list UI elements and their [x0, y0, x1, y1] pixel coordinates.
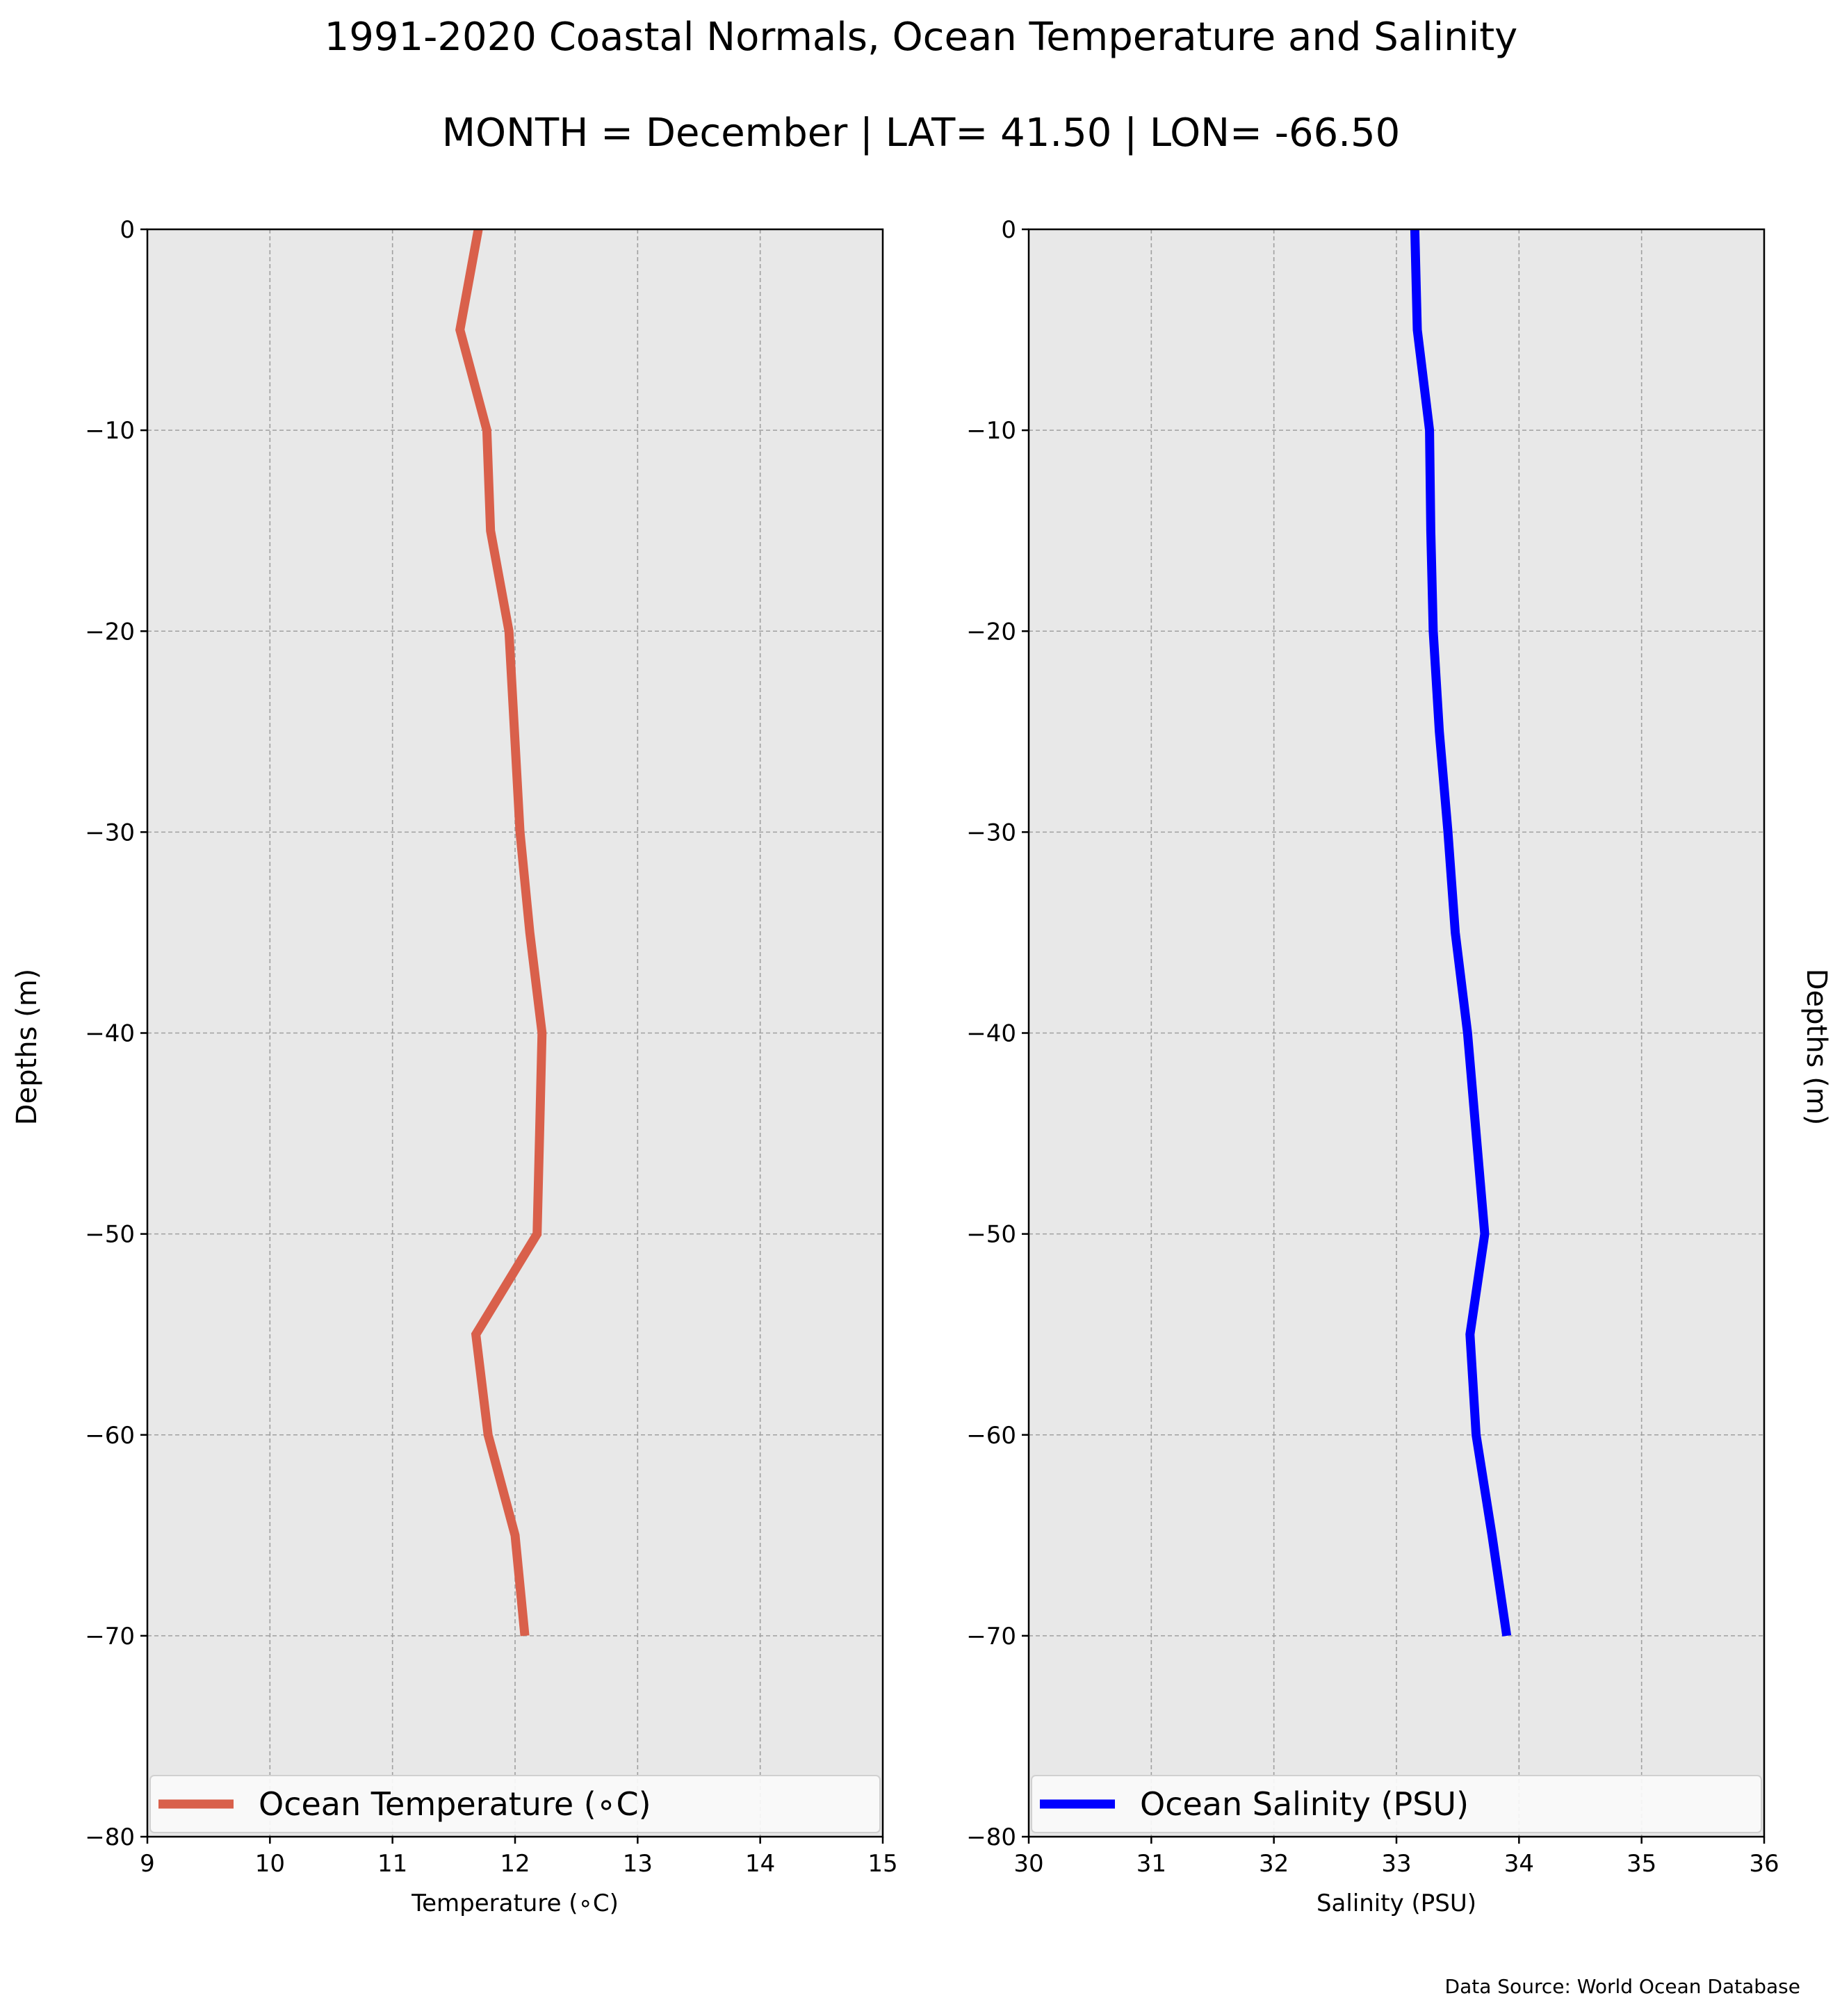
y-tick-label: −80	[85, 1824, 135, 1851]
plot-area	[147, 229, 883, 1837]
y-tick-label: −40	[85, 1020, 135, 1048]
x-tick-label: 11	[377, 1850, 407, 1878]
figure-title: 1991-2020 Coastal Normals, Ocean Tempera…	[325, 15, 1518, 60]
legend-label: Ocean Salinity (PSU)	[1140, 1785, 1469, 1823]
y-axis-label: Depths (m)	[11, 969, 43, 1126]
x-tick-label: 12	[500, 1850, 530, 1878]
y-tick-label: −20	[85, 618, 135, 646]
x-tick-label: 13	[623, 1850, 653, 1878]
legend-box	[1031, 1775, 1762, 1833]
y-tick-label: −40	[966, 1020, 1016, 1048]
y-tick-label: −70	[966, 1623, 1016, 1650]
legend: Ocean Temperature (∘C)	[149, 1775, 881, 1833]
x-axis-label: Salinity (PSU)	[1317, 1890, 1476, 1917]
y-tick-label: −60	[966, 1422, 1016, 1450]
figure-subtitle: MONTH = December | LAT= 41.50 | LON= -66…	[442, 110, 1401, 156]
temperature-panel: Ocean Temperature (∘C) 9 10 11 12 13 14 15 0 −10 −…	[11, 216, 898, 1917]
y-tick-label: −80	[966, 1824, 1016, 1851]
x-tick-label: 10	[255, 1850, 285, 1878]
y-tick-label: −10	[85, 417, 135, 445]
y-tick-label: −10	[966, 417, 1016, 445]
series-line	[1410, 229, 1512, 1637]
y-tick-label: 0	[1001, 216, 1016, 244]
x-axis-label: Temperature (∘C)	[411, 1890, 619, 1917]
y-axis-label: Depths (m)	[1800, 969, 1832, 1126]
y-tick-label: −30	[85, 819, 135, 846]
x-tick-label: 14	[745, 1850, 775, 1878]
salinity-panel: Ocean Salinity (PSU) 30 31 32 33 34 35 36 0 −10 −2…	[966, 216, 1832, 1917]
x-tick-label: 35	[1627, 1850, 1656, 1878]
legend: Ocean Salinity (PSU)	[1031, 1775, 1762, 1833]
y-tick-label: 0	[120, 216, 135, 244]
x-tick-label: 30	[1013, 1850, 1043, 1878]
x-tick-label: 15	[867, 1850, 897, 1878]
x-tick-label: 36	[1749, 1850, 1779, 1878]
x-tick-label: 33	[1381, 1850, 1411, 1878]
y-tick-label: −20	[966, 618, 1016, 646]
legend-box	[149, 1775, 881, 1833]
x-tick-label: 32	[1259, 1850, 1289, 1878]
y-tick-label: −50	[966, 1221, 1016, 1249]
plot-area	[1029, 229, 1764, 1837]
y-tick-label: −30	[966, 819, 1016, 846]
legend-label: Ocean Temperature (∘C)	[259, 1785, 651, 1823]
y-tick-label: −70	[85, 1623, 135, 1650]
data-source-note: Data Source: World Ocean Database	[1445, 1975, 1800, 1998]
y-tick-label: −60	[85, 1422, 135, 1450]
series-line	[455, 228, 547, 1637]
x-tick-label: 9	[140, 1850, 155, 1878]
x-tick-label: 34	[1504, 1850, 1534, 1878]
x-tick-label: 31	[1136, 1850, 1166, 1878]
y-tick-label: −50	[85, 1221, 135, 1249]
